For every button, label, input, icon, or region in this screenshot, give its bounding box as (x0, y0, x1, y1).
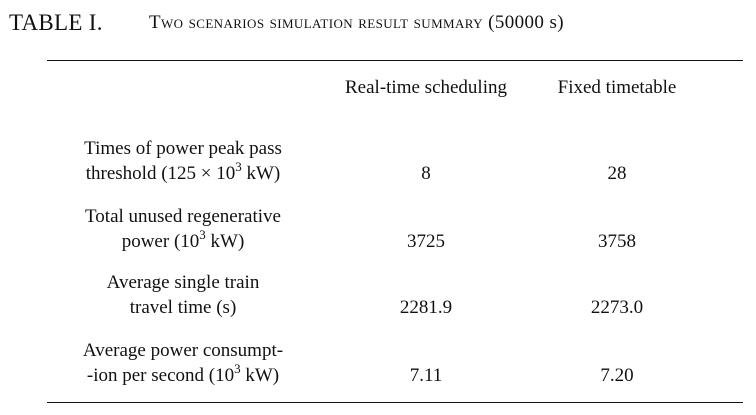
cell-real-time: 3725 (407, 231, 445, 252)
table-title-text: Two scenarios simulation result summary … (149, 12, 495, 33)
column-header-real-time: Real-time scheduling (345, 77, 507, 98)
metric-line-2: power (103 kW) (121, 226, 245, 252)
table-title: Two scenarios simulation result summary … (149, 12, 564, 34)
row-metric: Times of power peak pass threshold (125 … (84, 136, 282, 186)
cell-real-time: 2281.9 (399, 297, 453, 318)
metric-line-2: travel time (s) (129, 297, 237, 318)
metric-line-1: Total unused regenerative (85, 206, 281, 227)
row-metric: Average single train travel time (s) (107, 270, 260, 320)
cell-fixed: 7.20 (600, 365, 634, 386)
metric-line-2: -ion per second (103 kW) (86, 360, 280, 386)
row-metric: Total unused regenerative power (103 kW) (85, 204, 281, 254)
metric-line-2: threshold (125 × 103 kW) (85, 158, 281, 184)
cell-real-time: 7.11 (409, 365, 443, 386)
cell-fixed: 3758 (598, 231, 636, 252)
table-label: TABLE I. (9, 10, 103, 35)
cell-real-time: 8 (421, 163, 431, 184)
cell-fixed: 28 (607, 163, 627, 184)
metric-line-1: Times of power peak pass (84, 138, 282, 159)
table-bottom-rule (47, 402, 743, 404)
column-header-fixed-timetable: Fixed timetable (557, 77, 677, 98)
table-title-unit: 50000 s (494, 12, 558, 33)
cell-fixed: 2273.0 (590, 297, 644, 318)
table-top-rule (47, 60, 743, 62)
row-metric: Average power consumpt- -ion per second … (83, 338, 283, 388)
table-title-close: ) (557, 12, 564, 33)
metric-line-1: Average power consumpt- (82, 340, 284, 361)
metric-line-1: Average single train (106, 272, 260, 293)
